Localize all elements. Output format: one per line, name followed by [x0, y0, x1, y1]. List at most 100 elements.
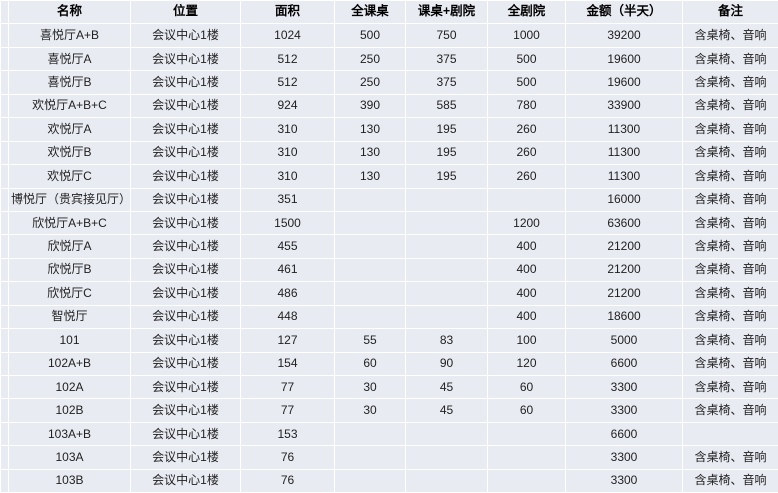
table-cell: 21200 — [565, 281, 683, 306]
spacer-cell — [0, 187, 9, 212]
table-row: 103A+B 会议中心1楼 153 6600 — [0, 421, 778, 447]
table-cell — [334, 210, 406, 236]
table-cell: 11300 — [565, 117, 683, 142]
table-row: 102B 会议中心1楼 77 30 45 60 3300 含桌椅、音响 — [0, 398, 778, 423]
table-cell — [405, 421, 488, 447]
table-cell: 会议中心1楼 — [130, 187, 241, 212]
table-cell: 会议中心1楼 — [130, 304, 241, 330]
table-cell: 130 — [334, 140, 406, 166]
table-cell: 103B — [8, 468, 131, 493]
table-cell — [487, 468, 566, 493]
table-cell: 30 — [334, 374, 406, 400]
table-cell: 153 — [240, 421, 335, 447]
table-cell: 260 — [487, 164, 566, 189]
table-cell: 45 — [405, 374, 488, 400]
table-cell: 含桌椅、音响 — [682, 281, 778, 306]
table-cell: 195 — [405, 164, 488, 189]
table-cell: 会议中心1楼 — [130, 117, 241, 142]
table-cell: 60 — [487, 398, 566, 423]
table-cell: 会议中心1楼 — [130, 398, 241, 423]
table-cell: 400 — [487, 281, 566, 306]
table-cell: 含桌椅、音响 — [682, 234, 778, 259]
table-cell: 欢悦厅A — [8, 117, 131, 142]
table-cell — [405, 468, 488, 493]
spacer-cell — [0, 93, 9, 119]
table-row: 喜悦厅A+B 会议中心1楼 1024 500 750 1000 39200 含桌椅、音响 — [0, 23, 778, 48]
table-cell: 455 — [240, 234, 335, 259]
table-cell: 含桌椅、音响 — [682, 140, 778, 166]
spacer-cell — [0, 117, 9, 142]
table-cell: 45 — [405, 398, 488, 423]
table-row: 103A 会议中心1楼 76 3300 含桌椅、音响 — [0, 445, 778, 470]
table-cell: 1200 — [487, 210, 566, 236]
spacer-cell — [0, 328, 9, 353]
spacer-cell — [0, 281, 9, 306]
table-cell: 375 — [405, 70, 488, 95]
spacer-cell — [0, 164, 9, 189]
table-header: 名称 位置 面积 全课桌 课桌+剧院 全剧院 金额（半天） 备注 — [0, 0, 778, 25]
column-header: 备注 — [682, 0, 778, 25]
table-row: 欣悦厅A 会议中心1楼 455 400 21200 含桌椅、音响 — [0, 234, 778, 259]
table-cell: 喜悦厅A+B — [8, 23, 131, 48]
table-row: 欢悦厅A 会议中心1楼 310 130 195 260 11300 含桌椅、音响 — [0, 117, 778, 142]
table-cell: 含桌椅、音响 — [682, 351, 778, 377]
table-cell: 21200 — [565, 257, 683, 283]
table-cell: 195 — [405, 117, 488, 142]
column-header: 名称 — [8, 0, 131, 25]
table-cell — [334, 281, 406, 306]
table-cell: 会议中心1楼 — [130, 46, 241, 72]
table-cell — [405, 257, 488, 283]
table-cell: 欢悦厅C — [8, 164, 131, 189]
table-cell: 250 — [334, 70, 406, 95]
table-row: 欣悦厅B 会议中心1楼 461 400 21200 含桌椅、音响 — [0, 257, 778, 283]
column-header: 金额（半天） — [565, 0, 683, 25]
table-cell: 含桌椅、音响 — [682, 46, 778, 72]
table-cell: 1000 — [487, 23, 566, 48]
table-cell: 390 — [334, 93, 406, 119]
spacer-header-cell — [0, 0, 9, 25]
table-cell: 461 — [240, 257, 335, 283]
table-cell: 39200 — [565, 23, 683, 48]
spacer-cell — [0, 445, 9, 470]
table-cell: 500 — [487, 46, 566, 72]
table-cell: 154 — [240, 351, 335, 377]
table-cell: 448 — [240, 304, 335, 330]
table-cell: 6600 — [565, 421, 683, 447]
table-cell — [487, 187, 566, 212]
column-header: 全课桌 — [334, 0, 406, 25]
table-row: 博悦厅（贵宾接见厅） 会议中心1楼 351 16000 含桌椅、音响 — [0, 187, 778, 212]
table-cell: 512 — [240, 70, 335, 95]
table-cell: 3300 — [565, 445, 683, 470]
table-cell: 310 — [240, 140, 335, 166]
table-cell: 127 — [240, 328, 335, 353]
table-cell: 780 — [487, 93, 566, 119]
table-cell: 含桌椅、音响 — [682, 374, 778, 400]
table-cell: 含桌椅、音响 — [682, 117, 778, 142]
table-cell — [334, 234, 406, 259]
table-cell: 310 — [240, 164, 335, 189]
table-cell: 90 — [405, 351, 488, 377]
table-cell: 含桌椅、音响 — [682, 468, 778, 493]
table-cell: 585 — [405, 93, 488, 119]
table-cell: 77 — [240, 398, 335, 423]
table-cell: 会议中心1楼 — [130, 140, 241, 166]
column-header: 课桌+剧院 — [405, 0, 488, 25]
spacer-cell — [0, 210, 9, 236]
table-cell: 5000 — [565, 328, 683, 353]
table-cell: 33900 — [565, 93, 683, 119]
table-cell: 会议中心1楼 — [130, 234, 241, 259]
column-header: 全剧院 — [487, 0, 566, 25]
table-cell: 3300 — [565, 398, 683, 423]
table-cell: 含桌椅、音响 — [682, 328, 778, 353]
spacer-cell — [0, 140, 9, 166]
table-cell: 103A — [8, 445, 131, 470]
table-cell: 500 — [487, 70, 566, 95]
table-cell: 含桌椅、音响 — [682, 187, 778, 212]
table-cell: 102B — [8, 398, 131, 423]
table-cell: 63600 — [565, 210, 683, 236]
table-row: 智悦厅 会议中心1楼 448 400 18600 含桌椅、音响 — [0, 304, 778, 330]
table-cell: 含桌椅、音响 — [682, 445, 778, 470]
table-cell — [334, 257, 406, 283]
table-cell: 400 — [487, 304, 566, 330]
